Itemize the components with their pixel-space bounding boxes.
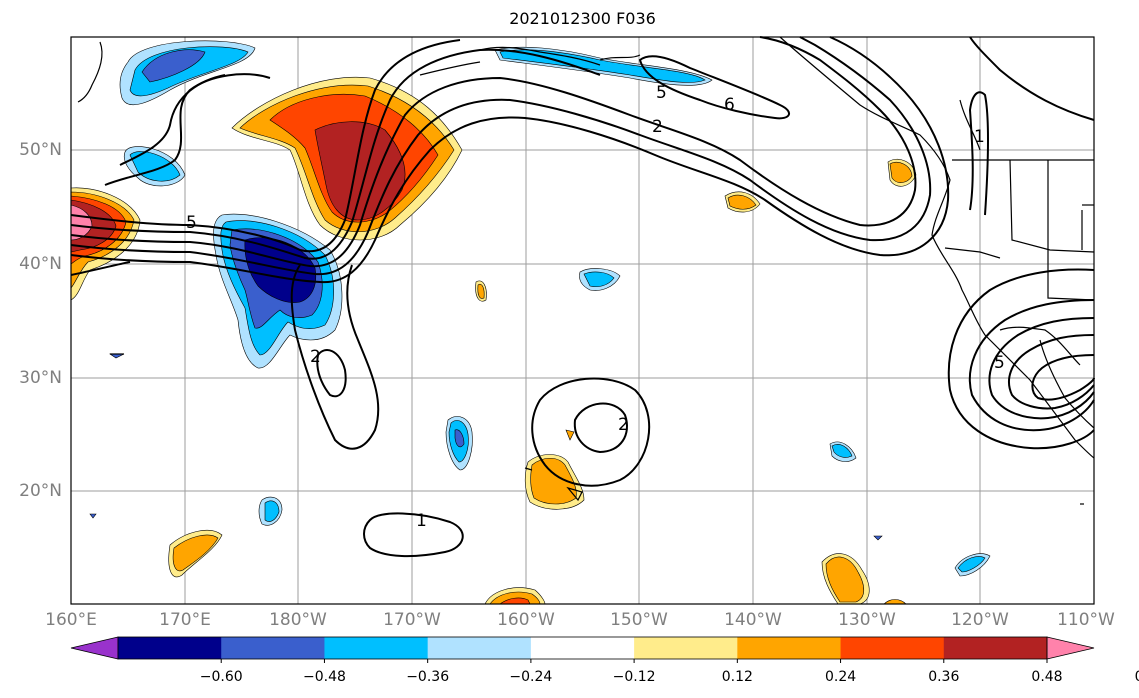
contour-label: 5: [656, 83, 667, 103]
contour-label: 5: [994, 353, 1005, 373]
coastlines: [77, 36, 1095, 505]
contour-lines: [70, 36, 1095, 558]
lon-label: 130°W: [838, 610, 896, 630]
lat-label: 40°N: [19, 254, 62, 274]
contour-label: 1: [416, 511, 427, 531]
lon-label: 110°W: [1057, 610, 1115, 630]
contour-label: 1: [974, 127, 985, 147]
lat-label: 30°N: [19, 368, 62, 388]
plot-area: [71, 37, 1094, 604]
lon-label: 120°W: [951, 610, 1009, 630]
map-title: 2021012300 F036: [509, 9, 656, 28]
lon-label: 150°W: [610, 610, 668, 630]
contour-label-group: 5 2 5 6 1 2 2 1 5: [186, 83, 1005, 531]
lat-label: 50°N: [19, 140, 62, 160]
lon-label: 160°E: [45, 610, 97, 630]
contour-label: 2: [310, 347, 321, 367]
plot-frame: [70, 36, 1095, 605]
lon-label: 170°E: [159, 610, 211, 630]
lon-label: 170°W: [383, 610, 441, 630]
contour-label: 2: [618, 415, 629, 435]
contour-label: 2: [652, 117, 663, 137]
lon-label: 180°W: [269, 610, 327, 630]
lon-label: 140°W: [724, 610, 782, 630]
contour-label: 5: [186, 213, 197, 233]
contour-label: 6: [724, 95, 735, 115]
lon-label: 160°W: [497, 610, 555, 630]
lat-label: 20°N: [19, 481, 62, 501]
